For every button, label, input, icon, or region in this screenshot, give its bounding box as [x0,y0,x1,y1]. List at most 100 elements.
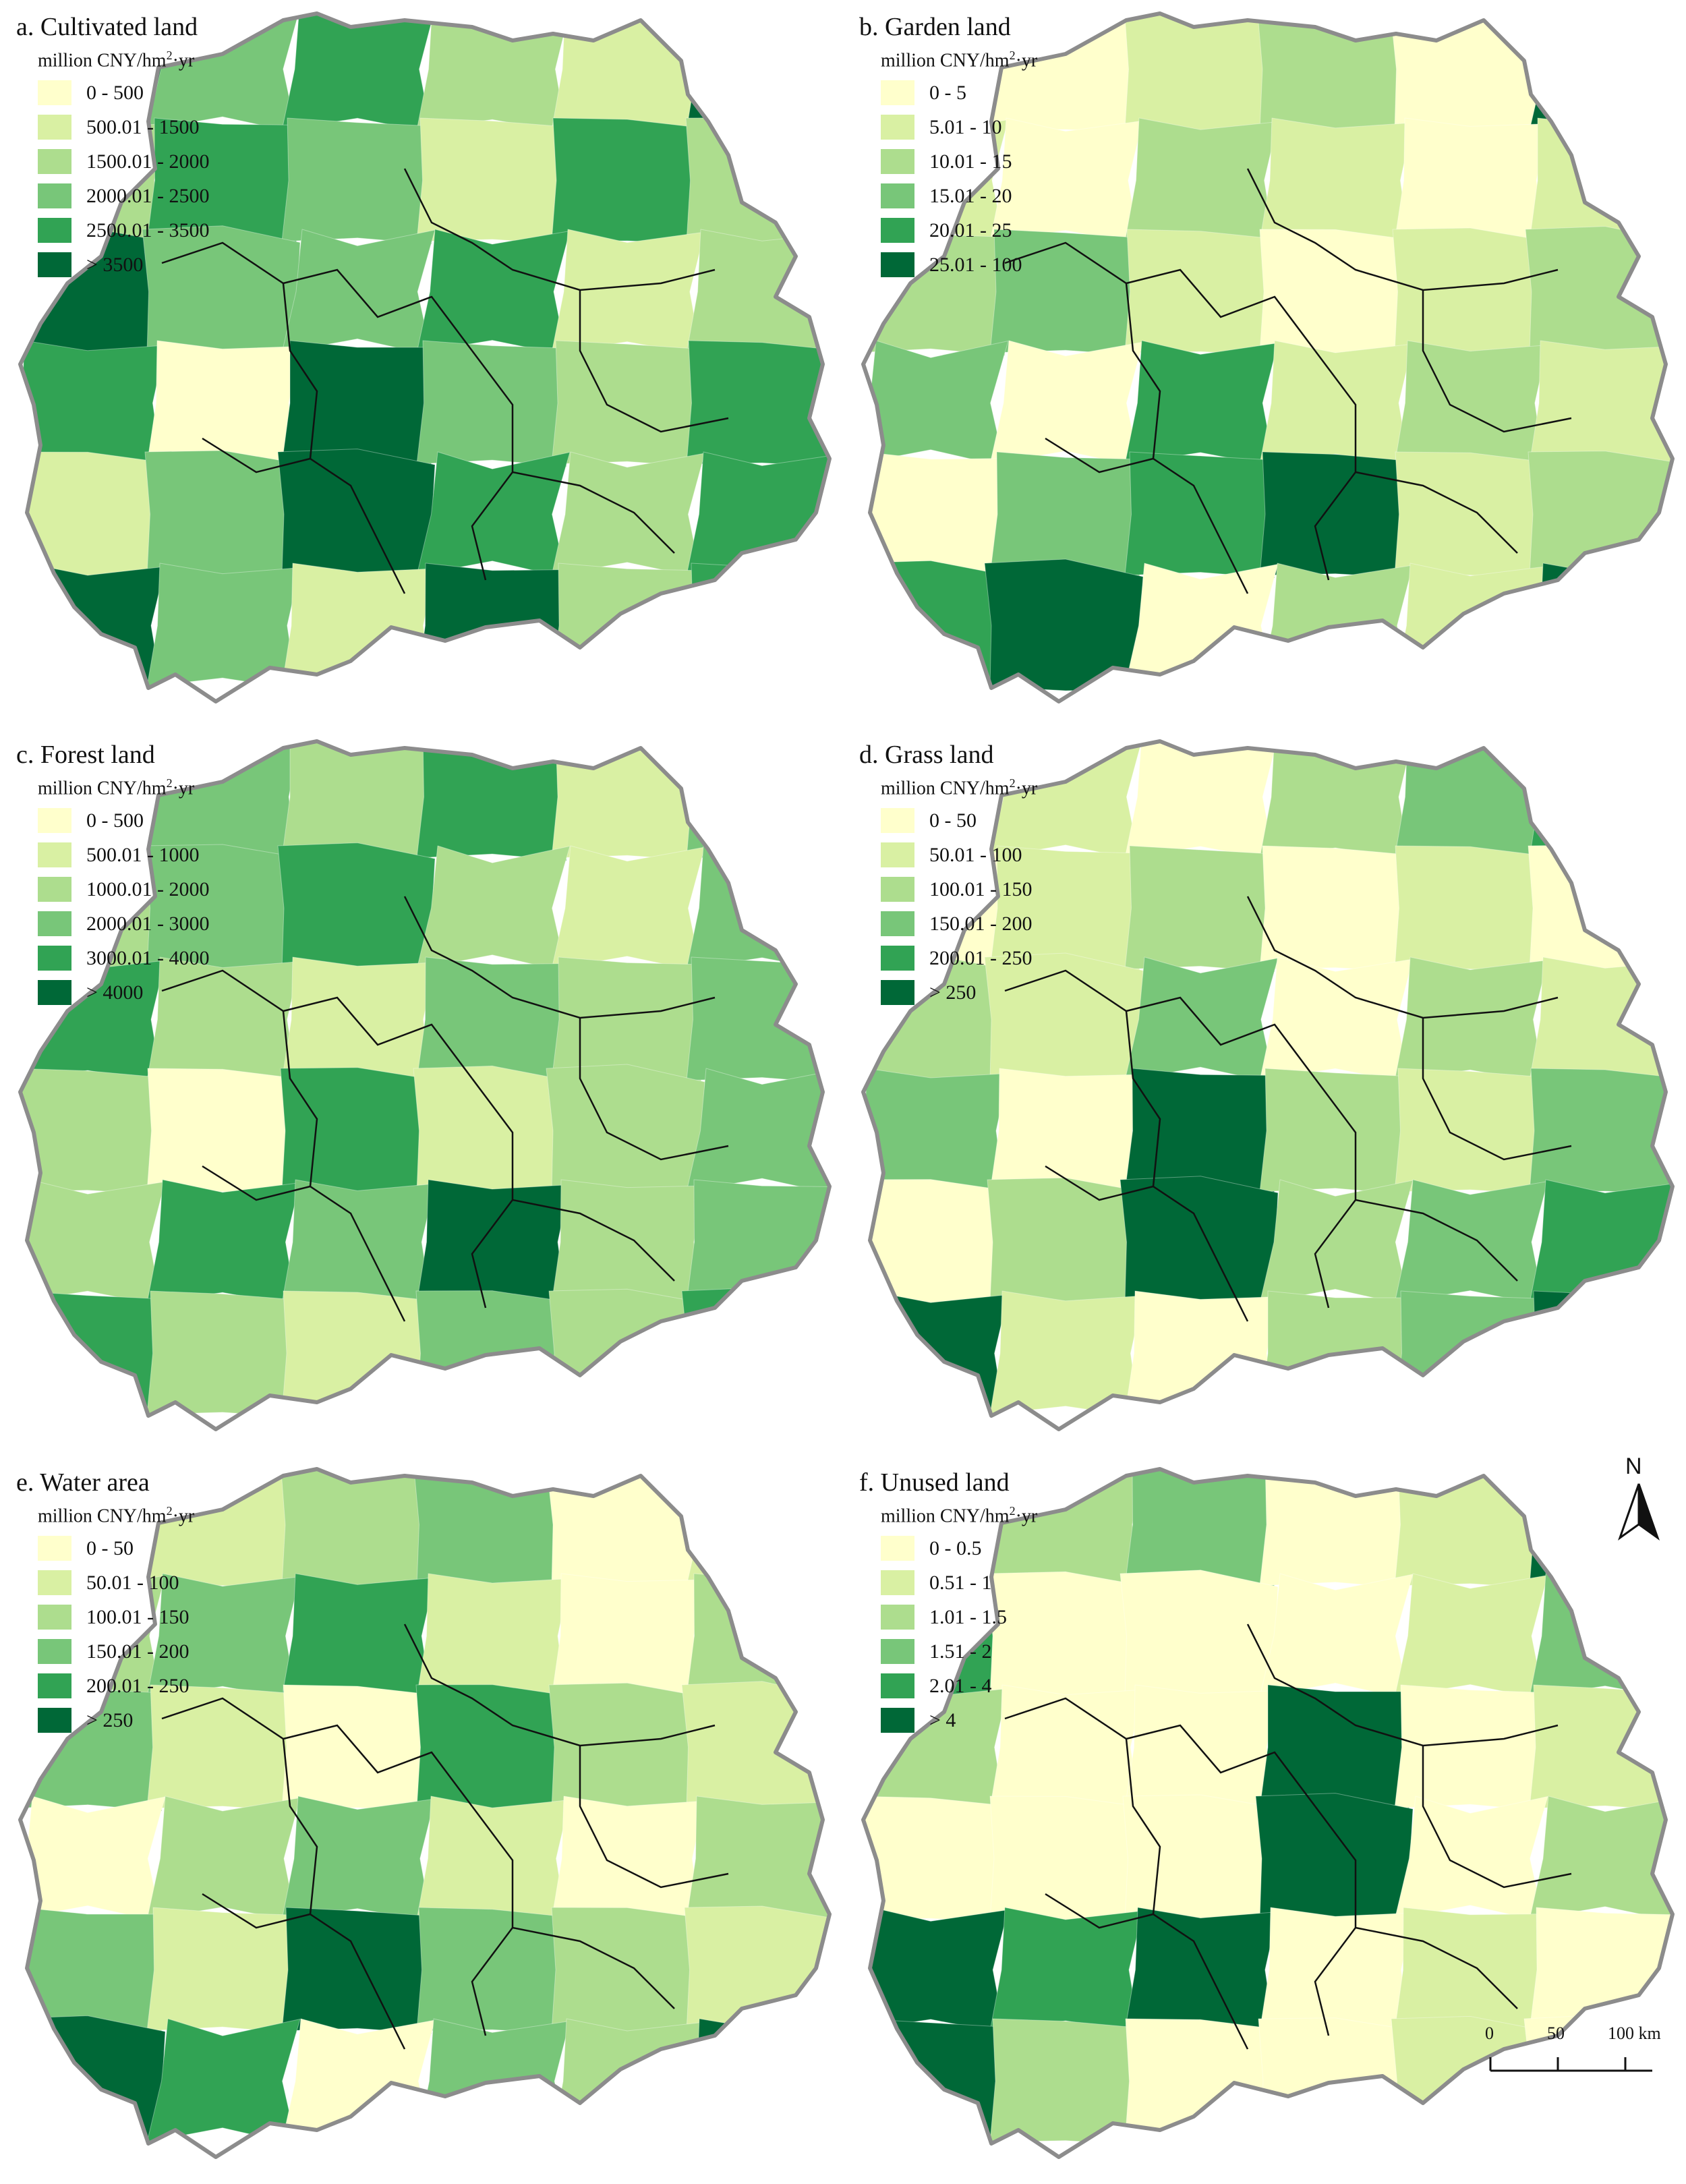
county-region [1259,845,1414,973]
county-region [551,1907,705,2034]
legend-item: 50.01 - 100 [38,1565,190,1600]
city-boundary [1422,1018,1572,1161]
county-region [1529,741,1673,861]
legend-label: 0 - 500 [86,809,144,832]
city-boundary [202,437,311,473]
legend-swatch [881,946,914,971]
legend-swatch [38,80,71,105]
county-region [686,13,830,134]
north-arrow-icon [1618,1483,1660,1541]
legend-item: 2500.01 - 3500 [38,213,210,248]
county-region [1124,563,1279,690]
panel-title: c. Forest land [16,741,155,769]
legend-swatch [881,980,914,1005]
panel-title: e. Water area [16,1468,150,1497]
legend-label: 2500.01 - 3500 [86,219,210,241]
legend-item: 0 - 50 [881,803,1033,838]
county-region [1255,1793,1414,1924]
county-region [1394,1068,1548,1195]
county-region [1529,13,1673,134]
city-boundary [1004,969,1316,1079]
legend-item: > 4 [881,1703,1007,1737]
county-region [146,1068,301,1195]
county-region [546,1064,705,1197]
county-region [1124,451,1279,579]
legend-swatch [881,877,914,902]
legend-item: > 3500 [38,248,210,282]
legend-item: > 250 [38,1703,190,1737]
legend: 0 - 500 500.01 - 1000 1000.01 - 2000 2000.0… [38,803,210,1010]
legend-swatch [38,1570,71,1595]
legend-unit: million CNY/hm2·yr [38,49,195,71]
legend-item: 1.01 - 1.5 [881,1600,1007,1634]
city-boundary [1246,1623,1559,1747]
county-region [1124,956,1279,1084]
county-region [989,1795,1144,1923]
county-region [1259,340,1414,467]
legend-unit: million CNY/hm2·yr [38,1504,195,1527]
legend-swatch [881,911,914,936]
legend-label: 500.01 - 1500 [86,115,200,138]
province-boundary [18,11,832,703]
legend-unit: million CNY/hm2·yr [38,776,195,799]
county-region [686,1469,830,1589]
county-region [281,1290,436,1418]
legend-label: 200.01 - 250 [86,1674,190,1697]
county-region [1394,340,1548,467]
legend-item: 20.01 - 25 [881,213,1022,248]
county-region [551,1179,705,1306]
county-region [989,1068,1144,1195]
county-region [1394,1573,1548,1700]
county-region [548,1682,705,1812]
legend-item: 2000.01 - 3000 [38,907,210,941]
county-region [1259,1907,1414,2034]
county-region [1529,1795,1673,1923]
legend-label: 0 - 500 [86,81,144,104]
legend-item: 0 - 5 [881,76,1022,110]
legend-label: 150.01 - 200 [86,1640,190,1663]
county-region [1124,1290,1279,1418]
county-region [989,1907,1144,2034]
city-boundary [202,1165,311,1201]
county-region [551,229,705,356]
legend-swatch [881,1639,914,1664]
legend-swatch [38,911,71,936]
city-boundary [1355,1199,1518,1282]
legend: 0 - 500 500.01 - 1500 1500.01 - 2000 2000.0… [38,76,210,282]
county-region [416,1907,571,2034]
legend-label: 0 - 0.5 [929,1536,982,1559]
county-region [551,451,705,579]
legend: 0 - 50 50.01 - 100 100.01 - 150 150.01 - 20… [38,1531,190,1737]
legend-item: 0 - 500 [38,76,210,110]
legend-swatch [38,1708,71,1733]
legend-item: 0.51 - 1 [881,1565,1007,1600]
legend-label: 20.01 - 25 [929,219,1012,241]
county-region [146,1179,301,1306]
county-region [686,340,830,467]
county-region [416,1795,571,1923]
legend-swatch [38,842,71,867]
legend-item: 1500.01 - 2000 [38,144,210,179]
city-boundary [1004,1697,1316,1807]
county-region [1394,451,1548,579]
panel-title: a. Cultivated land [16,13,198,41]
legend-item: 2000.01 - 2500 [38,179,210,213]
county-region [1124,229,1279,356]
county-region [1124,1907,1279,2034]
legend-swatch [38,877,71,902]
legend-label: 2000.01 - 3000 [86,912,210,935]
county-region [416,956,571,1084]
legend-swatch [38,808,71,833]
county-region [1124,2018,1279,2146]
map-panel-cultivated-land: a. Cultivated land million CNY/hm2·yr 0 … [0,0,843,728]
county-region [551,340,705,467]
city-boundary [161,1697,473,1807]
scale-tick-label: 0 [1485,2023,1494,2043]
county-region [1529,1573,1673,1700]
county-region [1529,117,1673,245]
county-region [1259,1179,1414,1306]
legend-label: 1.51 - 2 [929,1640,992,1663]
county-region [1529,1068,1673,1195]
county-region [1394,1179,1548,1306]
county-region [989,340,1144,467]
